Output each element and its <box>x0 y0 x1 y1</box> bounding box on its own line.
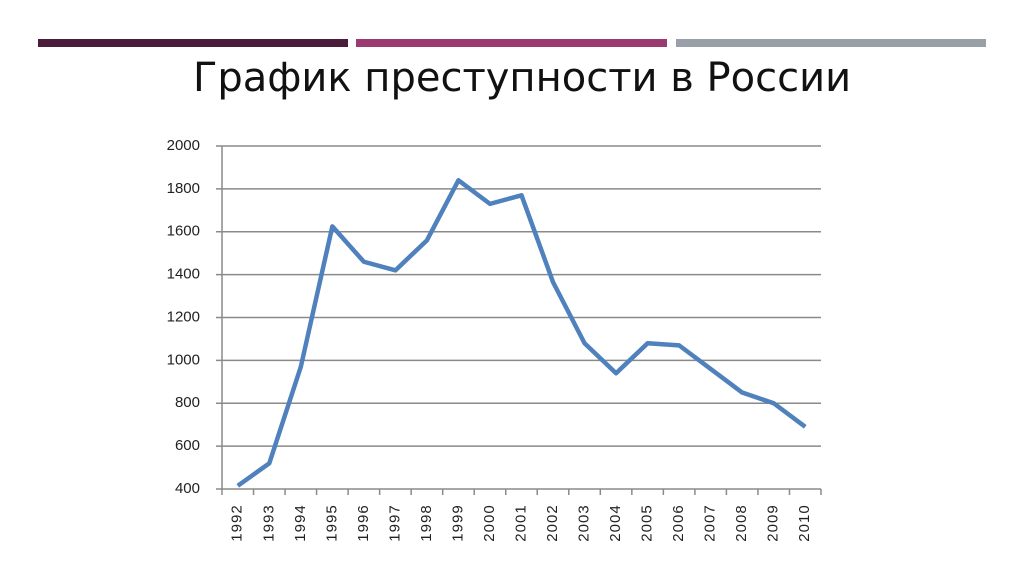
x-tick-label: 1998 <box>418 504 435 541</box>
x-tick-label: 2004 <box>607 504 624 541</box>
chart-title: График преступности в России <box>193 55 851 101</box>
y-tick-label: 1800 <box>167 180 200 197</box>
x-tick-label: 1993 <box>260 504 277 541</box>
x-tick-label: 2001 <box>512 504 529 541</box>
x-tick-label: 2003 <box>576 504 593 541</box>
x-tick-label: 2010 <box>796 504 813 541</box>
x-tick-label: 2002 <box>544 504 561 541</box>
y-tick-label: 1600 <box>167 223 200 240</box>
decor-bar <box>676 39 986 47</box>
decor-bar <box>356 39 667 47</box>
y-tick-label: 400 <box>175 480 200 497</box>
y-tick-label: 800 <box>175 394 200 411</box>
y-tick-label: 1000 <box>167 351 200 368</box>
x-tick-label: 1999 <box>449 504 466 541</box>
x-tick-label: 2006 <box>670 504 687 541</box>
x-tick-label: 2005 <box>639 504 656 541</box>
x-tick-label: 1997 <box>386 504 403 541</box>
x-tick-label: 2007 <box>702 504 719 541</box>
x-tick-label: 1995 <box>323 504 340 541</box>
x-tick-label: 2000 <box>481 504 498 541</box>
x-tick-label: 2008 <box>733 504 750 541</box>
x-tick-label: 1996 <box>355 504 372 541</box>
data-line <box>236 178 807 488</box>
x-tick-label: 1994 <box>292 504 309 541</box>
x-tick-label: 2009 <box>765 504 782 541</box>
decor-bar <box>38 39 348 47</box>
y-tick-label: 1400 <box>167 266 200 283</box>
y-tick-label: 1200 <box>167 308 200 325</box>
x-tick-label: 1992 <box>229 504 246 541</box>
y-tick-label: 2000 <box>167 137 200 154</box>
y-tick-label: 600 <box>175 437 200 454</box>
